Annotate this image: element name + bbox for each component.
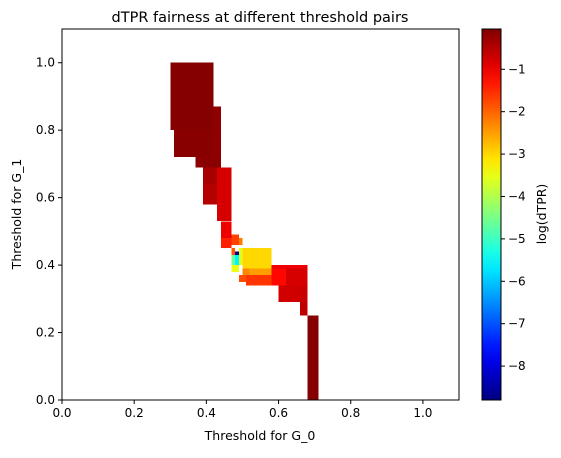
heatmap-cell-24 bbox=[271, 265, 308, 269]
colorbar-tick-label: −8 bbox=[508, 359, 526, 373]
heatmap-cell-26 bbox=[300, 285, 308, 303]
heatmap-cell-4 bbox=[213, 106, 221, 131]
heatmap-cell-5 bbox=[202, 167, 221, 185]
heatmap-cell-13 bbox=[235, 251, 239, 255]
heatmap-cell-17 bbox=[231, 265, 239, 272]
plot-frame bbox=[61, 28, 460, 401]
heatmap-cell-28 bbox=[300, 302, 308, 316]
heatmap-cell-21 bbox=[238, 275, 247, 282]
heatmap-cell-23 bbox=[271, 268, 286, 286]
x-tick-label: 0.8 bbox=[341, 406, 360, 420]
plot-background bbox=[62, 29, 459, 400]
y-tick-label: 1.0 bbox=[36, 56, 55, 70]
colorbar-tick-label: −7 bbox=[508, 317, 526, 331]
heatmap-cell-19 bbox=[242, 268, 250, 276]
chart-title: dTPR fairness at different threshold pai… bbox=[112, 10, 409, 26]
y-tick-label: 0.8 bbox=[36, 123, 55, 137]
colorbar-tick-label: −1 bbox=[508, 62, 526, 76]
heatmap-cell-3 bbox=[213, 130, 221, 158]
x-tick-label: 0.6 bbox=[269, 406, 288, 420]
colorbar: −1 −2 −3 −4 −5 −6 −7 −8 log(dTPR) bbox=[481, 28, 549, 401]
heatmap-cell-7 bbox=[217, 167, 232, 222]
heatmap-cell-25 bbox=[285, 268, 308, 286]
colorbar-tick-label: −4 bbox=[508, 189, 526, 203]
y-tick-label: 0.0 bbox=[36, 393, 55, 407]
colorbar-tick-label: −3 bbox=[508, 147, 526, 161]
y-tick-label: 0.2 bbox=[36, 326, 55, 340]
heatmap-cell-16 bbox=[235, 254, 239, 266]
y-tick-label: 0.4 bbox=[36, 258, 55, 272]
heatmap-cell-22 bbox=[246, 275, 272, 286]
x-axis-label: Threshold for G_0 bbox=[204, 428, 316, 443]
y-axis: 0.0 0.2 0.4 0.6 0.8 1.0 bbox=[36, 56, 62, 407]
x-axis: 0.0 0.2 0.4 0.6 0.8 1.0 bbox=[52, 400, 432, 420]
heatmap-cell-1 bbox=[173, 130, 214, 158]
heatmap-cell-15 bbox=[231, 254, 236, 266]
heatmap-cell-10 bbox=[231, 234, 239, 245]
colorbar-gradient bbox=[481, 28, 502, 401]
heatmap-cell-18 bbox=[242, 248, 272, 269]
x-tick-label: 0.0 bbox=[52, 406, 71, 420]
x-tick-label: 0.2 bbox=[125, 406, 144, 420]
heatmap-cell-27 bbox=[278, 285, 301, 303]
colorbar-tick-label: −2 bbox=[508, 105, 526, 119]
heatmap-cell-6 bbox=[202, 184, 218, 205]
colorbar-tick-label: −6 bbox=[508, 274, 526, 288]
x-tick-label: 1.0 bbox=[413, 406, 432, 420]
heatmap-cell-0 bbox=[170, 62, 214, 131]
y-tick-label: 0.6 bbox=[36, 191, 55, 205]
colorbar-label: log(dTPR) bbox=[534, 184, 549, 245]
plot-area bbox=[61, 28, 460, 401]
heatmap-cell-9 bbox=[220, 238, 232, 249]
heatmap-cell-12 bbox=[231, 248, 236, 255]
x-tick-label: 0.4 bbox=[197, 406, 216, 420]
heatmap-cell-29 bbox=[307, 315, 319, 400]
y-axis-label: Threshold for G_1 bbox=[9, 159, 24, 271]
heatmap-cell-20 bbox=[249, 268, 272, 276]
heatmap-cell-2 bbox=[195, 157, 221, 168]
heatmap-cell-11 bbox=[238, 238, 243, 245]
heatmap-cells bbox=[170, 62, 319, 400]
heatmap-cell-8 bbox=[220, 221, 232, 239]
heatmap-cell-14 bbox=[238, 248, 243, 266]
colorbar-tick-label: −5 bbox=[508, 232, 526, 246]
colorbar-ticks: −1 −2 −3 −4 −5 −6 −7 −8 bbox=[501, 62, 526, 373]
